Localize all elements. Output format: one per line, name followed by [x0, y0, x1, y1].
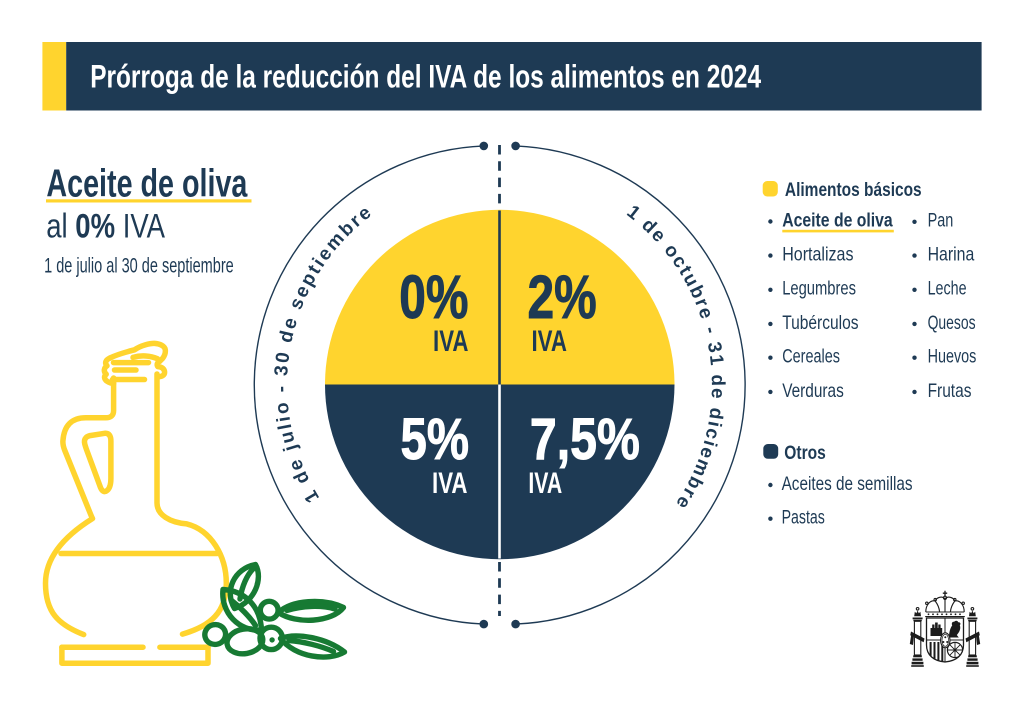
svg-text:IVA: IVA — [432, 466, 468, 500]
svg-text:2%: 2% — [528, 262, 597, 331]
svg-text:IVA: IVA — [528, 468, 562, 500]
svg-text:Quesos: Quesos — [928, 312, 976, 334]
svg-text:0%: 0% — [399, 262, 468, 331]
svg-text:IVA: IVA — [532, 324, 568, 358]
svg-text:Hortalizas: Hortalizas — [782, 243, 853, 265]
svg-text:Prórroga de la reducción del I: Prórroga de la reducción del IVA de los … — [90, 59, 761, 95]
svg-text:Leche: Leche — [928, 278, 967, 300]
svg-text:Frutas: Frutas — [928, 379, 972, 401]
svg-text:Aceites de semillas: Aceites de semillas — [782, 472, 913, 494]
svg-text:Otros: Otros — [784, 441, 826, 463]
svg-text:Huevos: Huevos — [928, 344, 977, 367]
svg-text:Pan: Pan — [928, 209, 954, 232]
svg-text:al 0% IVA: al 0% IVA — [46, 207, 165, 245]
svg-text:Harina: Harina — [928, 243, 975, 265]
svg-text:Tubérculos: Tubérculos — [782, 311, 858, 333]
svg-text:5%: 5% — [401, 407, 469, 472]
svg-text:Pastas: Pastas — [782, 506, 825, 528]
svg-text:Verduras: Verduras — [782, 379, 844, 401]
svg-text:Aceite de oliva: Aceite de oliva — [782, 209, 893, 231]
svg-text:Alimentos básicos: Alimentos básicos — [785, 179, 922, 201]
svg-text:Cereales: Cereales — [782, 344, 840, 367]
svg-text:Legumbres: Legumbres — [782, 277, 856, 300]
svg-text:Aceite de oliva: Aceite de oliva — [46, 162, 248, 205]
svg-text:IVA: IVA — [433, 324, 469, 358]
svg-text:7,5%: 7,5% — [530, 406, 640, 471]
svg-text:1 de julio al 30 de septiembre: 1 de julio al 30 de septiembre — [44, 253, 234, 278]
